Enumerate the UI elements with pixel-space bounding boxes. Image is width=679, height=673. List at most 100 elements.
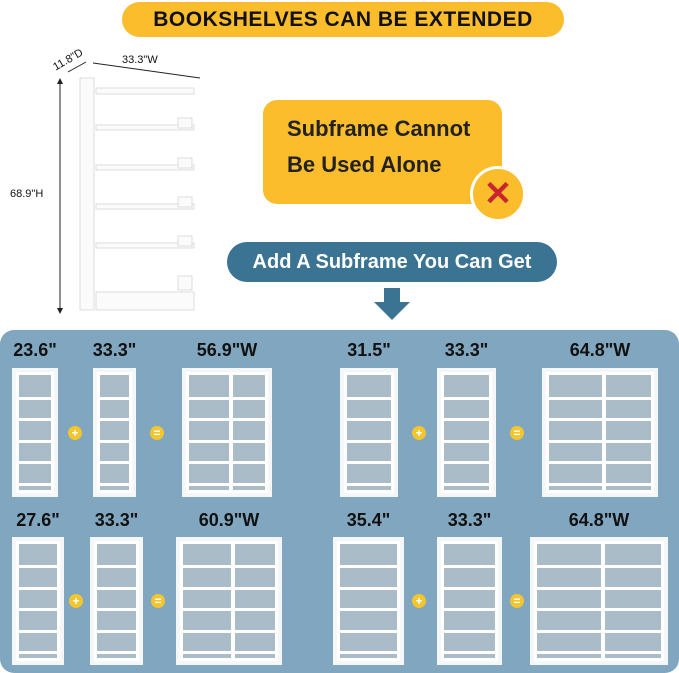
- shelf-board: [549, 439, 651, 443]
- depth-dimension-line: [67, 61, 87, 73]
- shelf-back-panel: [537, 544, 661, 658]
- total-width-label: 56.9"W: [196, 340, 258, 360]
- shelf-board: [444, 461, 489, 465]
- shelf-board: [347, 396, 391, 400]
- warning-note: Subframe Cannot Be Used Alone: [263, 100, 502, 204]
- shelf-back-panel: [347, 375, 391, 490]
- shelf-back-panel: [183, 544, 275, 658]
- shelf-board: [97, 565, 136, 569]
- shelf-board: [444, 565, 495, 569]
- bookshelf-drawing: [57, 61, 201, 314]
- base-shelf-unit: [333, 537, 404, 665]
- shelf-back-panel: [97, 544, 136, 658]
- shelf-board: [183, 608, 275, 612]
- total-width-label: 64.8"W: [569, 340, 631, 360]
- shelf-board: [549, 396, 651, 400]
- bookshelf-frame: [79, 77, 195, 311]
- shelf-board: [340, 629, 397, 633]
- add-subframe-callout: Add A Subframe You Can Get: [227, 242, 557, 282]
- shelf-board: [19, 651, 57, 655]
- shelf-board: [444, 418, 489, 422]
- shelf-board: [347, 461, 391, 465]
- width-dimension-line: [92, 62, 201, 79]
- shelf-board: [19, 483, 51, 487]
- combined-shelf-unit: [182, 368, 272, 497]
- shelf-back-panel: [444, 375, 489, 490]
- shelf-board: [347, 483, 391, 487]
- shelf-board: [537, 651, 661, 655]
- shelf-board: [537, 629, 661, 633]
- subframe-unit: [90, 537, 143, 665]
- shelf-board: [537, 586, 661, 590]
- shelf-board: [183, 629, 275, 633]
- note-line-1: Subframe Cannot: [287, 116, 471, 141]
- shelf-board: [19, 629, 57, 633]
- shelf-board: [340, 586, 397, 590]
- equals-icon: =: [151, 594, 165, 608]
- shelf-board: [549, 483, 651, 487]
- arrowhead-icon: [57, 78, 63, 84]
- height-label: 68.9"H: [10, 188, 44, 200]
- divider: [229, 375, 233, 490]
- shelf-board: [189, 461, 265, 465]
- base-shelf-unit: [340, 368, 398, 497]
- base-width-label: 31.5": [347, 340, 391, 360]
- shelf-board: [100, 461, 129, 465]
- width-label: 33.3"W: [122, 54, 158, 66]
- total-width-label: 60.9"W: [198, 510, 260, 530]
- shelf-board: [19, 396, 51, 400]
- base-width-label: 23.6": [13, 340, 57, 360]
- x-mark-icon: ✕: [470, 166, 526, 222]
- shelf-board: [19, 439, 51, 443]
- shelf-board: [549, 461, 651, 465]
- divider: [601, 544, 605, 658]
- header-banner: BOOKSHELVES CAN BE EXTENDED: [122, 2, 564, 37]
- shelf-board: [549, 418, 651, 422]
- divider: [231, 544, 235, 658]
- base-shelf-unit: [12, 368, 58, 497]
- arrow-down-icon: [374, 288, 410, 320]
- callout-label: Add A Subframe You Can Get: [252, 250, 532, 273]
- shelf-back-panel: [444, 544, 495, 658]
- shelf-board: [189, 483, 265, 487]
- shelf-board: [19, 608, 57, 612]
- shelf-board: [444, 651, 495, 655]
- shelf-board: [444, 483, 489, 487]
- shelf-board: [100, 396, 129, 400]
- arrowhead-icon: [57, 308, 63, 314]
- total-width-label: 64.8"W: [568, 510, 630, 530]
- subframe-unit: [437, 537, 502, 665]
- shelf-board: [183, 586, 275, 590]
- shelf-board: [100, 483, 129, 487]
- shelf-back-panel: [100, 375, 129, 490]
- shelf-board: [100, 439, 129, 443]
- shelf-board: [97, 608, 136, 612]
- shelf-back-panel: [549, 375, 651, 490]
- shelf-board: [189, 396, 265, 400]
- shelf-board: [19, 586, 57, 590]
- note-line-2: Be Used Alone: [287, 152, 442, 177]
- shelf-board: [189, 418, 265, 422]
- shelf-board: [347, 418, 391, 422]
- plus-icon: +: [69, 594, 83, 608]
- equals-icon: =: [510, 594, 524, 608]
- subframe-unit: [437, 368, 496, 497]
- combined-shelf-unit: [176, 537, 282, 665]
- combined-shelf-unit: [530, 537, 668, 665]
- shelf-back-panel: [189, 375, 265, 490]
- shelf-board: [347, 439, 391, 443]
- shelf-board: [444, 608, 495, 612]
- divider: [602, 375, 606, 490]
- shelf-board: [537, 608, 661, 612]
- plus-icon: +: [412, 594, 426, 608]
- shelf-board: [340, 565, 397, 569]
- shelf-board: [19, 461, 51, 465]
- shelf-board: [97, 629, 136, 633]
- combined-shelf-unit: [542, 368, 658, 497]
- header-title: BOOKSHELVES CAN BE EXTENDED: [153, 7, 533, 31]
- shelf-board: [19, 418, 51, 422]
- shelf-board: [444, 439, 489, 443]
- plus-icon: +: [68, 425, 82, 440]
- shelf-back-panel: [19, 375, 51, 490]
- plus-icon: +: [412, 425, 426, 440]
